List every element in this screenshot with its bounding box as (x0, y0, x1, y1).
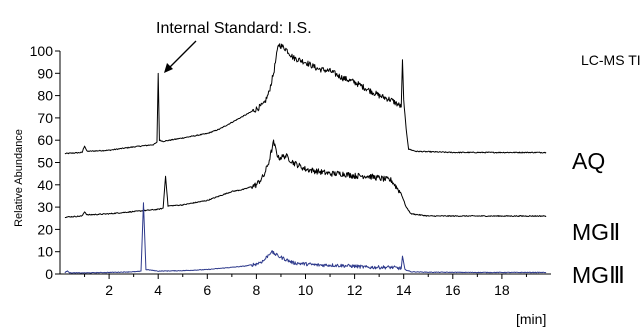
annotation-arrow-icon (166, 40, 197, 71)
x-tick-label: 10 (298, 282, 314, 298)
y-tick-label: 40 (37, 177, 53, 193)
annotation-internal-standard: Internal Standard: I.S. (156, 20, 312, 37)
y-tick-label: 50 (37, 155, 53, 171)
series-line-3 (64, 202, 547, 274)
traces (64, 43, 547, 274)
y-tick-label: 70 (37, 110, 53, 126)
x-tick-label: 4 (154, 282, 162, 298)
y-tick-label: 100 (30, 43, 54, 59)
y-tick-label: 30 (37, 199, 53, 215)
series-label: MGⅢ (572, 262, 625, 288)
series-label: AQ (572, 148, 605, 174)
series-label: MGⅡ (572, 219, 620, 245)
x-axis: 2 4 6 8 10 12 14 16 18 (60, 273, 551, 298)
y-tick-label: 90 (37, 65, 53, 81)
y-axis-label: Relative Abundance (13, 129, 25, 227)
series-line-1 (64, 43, 547, 155)
y-tick-label: 0 (45, 266, 53, 282)
y-tick-label: 20 (37, 221, 53, 237)
x-tick-label: 8 (253, 282, 261, 298)
y-tick-label: 60 (37, 132, 53, 148)
series-labels: AQ MGⅡ MGⅢ (572, 148, 625, 288)
y-tick-label: 10 (37, 244, 53, 260)
y-tick-label: 80 (37, 88, 53, 104)
x-tick-label: 14 (396, 282, 412, 298)
x-tick-label: 18 (494, 282, 510, 298)
x-unit-label: [min] (516, 311, 546, 327)
y-axis: 0 10 20 30 40 50 60 70 80 90 100 (30, 43, 61, 282)
series-line-2 (64, 139, 547, 219)
x-tick-label: 6 (203, 282, 211, 298)
arrow-head-icon (164, 63, 173, 73)
x-tick-label: 2 (105, 282, 113, 298)
chart-title: LC-MS TIC (581, 52, 640, 68)
x-tick-label: 12 (347, 282, 363, 298)
x-tick-label: 16 (445, 282, 461, 298)
